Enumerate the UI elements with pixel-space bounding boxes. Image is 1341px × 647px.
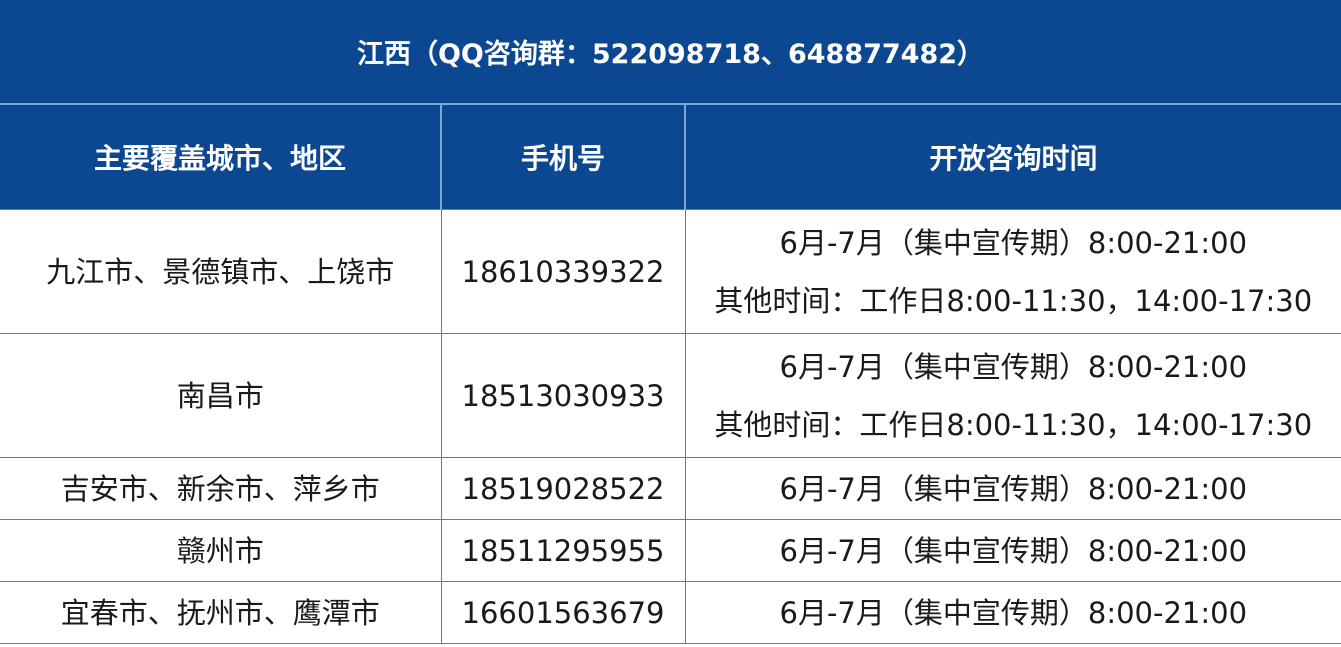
column-header-region: 主要覆盖城市、地区	[0, 104, 442, 210]
phone-cell: 18610339322	[440, 209, 686, 334]
region-cell: 南昌市	[0, 333, 442, 458]
region-cell: 赣州市	[0, 519, 442, 582]
hours-cell: 6月-7月（集中宣传期）8:00-21:00	[684, 581, 1341, 644]
hours-cell: 6月-7月（集中宣传期）8:00-21:00	[684, 519, 1341, 582]
table-row: 吉安市、新余市、萍乡市 18519028522 6月-7月（集中宣传期）8:00…	[0, 457, 1341, 520]
hours-line: 6月-7月（集中宣传期）8:00-21:00	[779, 225, 1248, 260]
hours-cell: 6月-7月（集中宣传期）8:00-21:00 其他时间：工作日8:00-11:30…	[684, 333, 1341, 458]
hours-line: 其他时间：工作日8:00-11:30，14:00-17:30	[714, 283, 1313, 318]
phone-cell: 18511295955	[440, 519, 686, 582]
region-cell: 吉安市、新余市、萍乡市	[0, 457, 442, 520]
phone-cell: 18519028522	[440, 457, 686, 520]
header-row: 主要覆盖城市、地区 手机号 开放咨询时间	[0, 104, 1341, 210]
table-title: 江西（QQ咨询群：522098718、648877482）	[0, 0, 1341, 105]
region-cell: 宜春市、抚州市、鹰潭市	[0, 581, 442, 644]
hours-line: 其他时间：工作日8:00-11:30，14:00-17:30	[714, 407, 1313, 442]
table-row: 赣州市 18511295955 6月-7月（集中宣传期）8:00-21:00	[0, 519, 1341, 582]
hours-cell: 6月-7月（集中宣传期）8:00-21:00 其他时间：工作日8:00-11:30…	[684, 209, 1341, 334]
table-row: 宜春市、抚州市、鹰潭市 16601563679 6月-7月（集中宣传期）8:00…	[0, 581, 1341, 644]
phone-cell: 18513030933	[440, 333, 686, 458]
column-header-hours: 开放咨询时间	[685, 104, 1341, 210]
phone-cell: 16601563679	[440, 581, 686, 644]
hours-cell: 6月-7月（集中宣传期）8:00-21:00	[684, 457, 1341, 520]
region-cell: 九江市、景德镇市、上饶市	[0, 209, 442, 334]
hours-line: 6月-7月（集中宣传期）8:00-21:00	[779, 349, 1248, 384]
table-row: 南昌市 18513030933 6月-7月（集中宣传期）8:00-21:00 其他…	[0, 333, 1341, 458]
table-row: 九江市、景德镇市、上饶市 18610339322 6月-7月（集中宣传期）8:0…	[0, 209, 1341, 334]
column-header-phone: 手机号	[441, 104, 686, 210]
